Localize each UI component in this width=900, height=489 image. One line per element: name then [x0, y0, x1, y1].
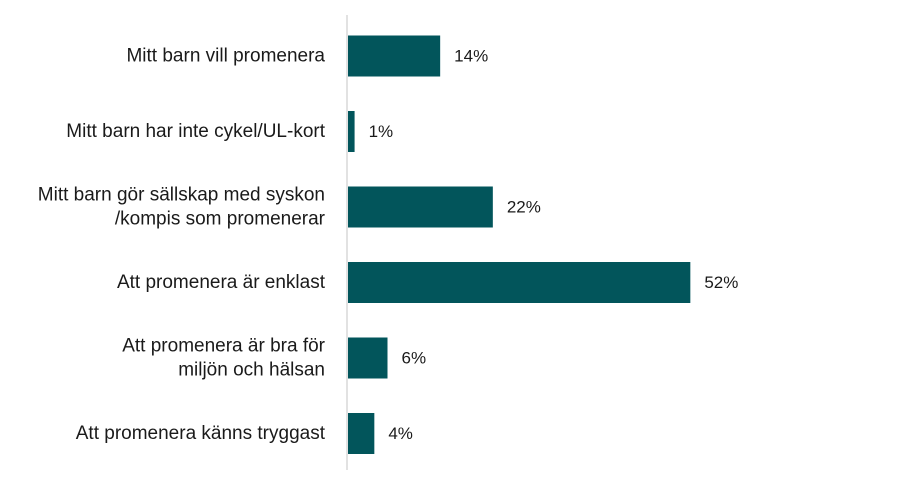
category-label-3: Mitt barn gör sällskap med syskon/kompis… — [38, 185, 326, 230]
category-label-line: miljön och hälsan — [178, 360, 325, 381]
bar-2 — [348, 111, 355, 152]
category-label-2: Mitt barn har inte cykel/UL-kort — [66, 121, 325, 142]
category-label-line: Mitt barn vill promenera — [126, 46, 325, 67]
category-label-line: Att promenera känns tryggast — [76, 423, 326, 444]
value-label-2: 1% — [369, 122, 394, 141]
category-labels-group: Mitt barn vill promenera Mitt barn har in… — [38, 46, 326, 445]
value-label-1: 14% — [454, 47, 488, 66]
bars-group — [348, 35, 691, 454]
value-label-6: 4% — [388, 424, 413, 443]
category-label-line: Mitt barn har inte cykel/UL-kort — [66, 121, 325, 142]
bar-5 — [348, 337, 388, 379]
category-label-6: Att promenera känns tryggast — [76, 423, 326, 444]
bar-1 — [348, 35, 441, 77]
category-label-line: Att promenera är bra för — [122, 336, 325, 357]
bar-3 — [348, 186, 493, 228]
category-label-line: /kompis som promenerar — [115, 209, 326, 230]
value-label-4: 52% — [704, 273, 738, 292]
category-label-4: Att promenera är enklast — [117, 272, 326, 293]
category-label-5: Att promenera är bra för miljön och hälsa… — [122, 336, 325, 381]
value-label-5: 6% — [402, 349, 427, 368]
category-label-line: Att promenera är enklast — [117, 272, 326, 293]
bar-4 — [348, 262, 691, 303]
value-label-3: 22% — [507, 198, 541, 217]
category-label-line: Mitt barn gör sällskap med syskon — [38, 185, 325, 206]
category-label-1: Mitt barn vill promenera — [126, 46, 325, 67]
bar-6 — [348, 413, 375, 454]
value-labels-group: 14% 1% 22% 52% 6% 4% — [369, 47, 739, 444]
